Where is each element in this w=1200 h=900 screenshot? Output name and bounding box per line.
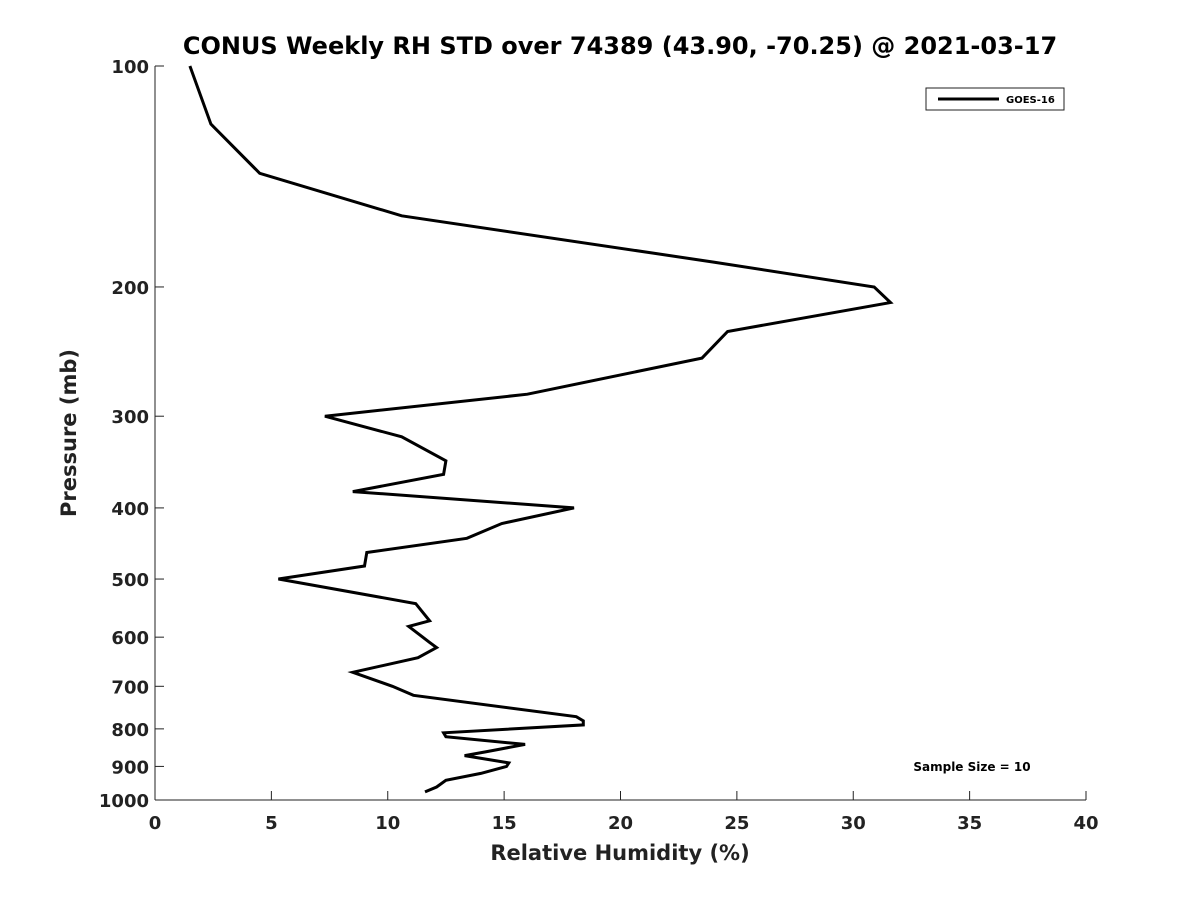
- data-point: [400, 214, 403, 217]
- series-points: [188, 65, 892, 794]
- data-point: [277, 578, 280, 581]
- y-tick-label: 600: [111, 628, 149, 649]
- data-point: [351, 490, 354, 493]
- plot-area: 0 5 10 15 20 25 30 35 40 100 200 300 400 500 600 700 80…: [99, 57, 1099, 834]
- series-line-goes-16: [188, 65, 894, 794]
- x-tick-label: 10: [375, 813, 400, 834]
- sample-size-annotation: Sample Size = 10: [913, 760, 1030, 774]
- data-point: [726, 330, 729, 333]
- x-tick-label: 20: [608, 813, 633, 834]
- data-point: [524, 743, 527, 746]
- data-point: [188, 65, 191, 68]
- y-tick-label: 1000: [99, 791, 149, 812]
- data-point: [428, 641, 431, 644]
- data-point: [209, 123, 212, 126]
- data-point: [423, 790, 426, 793]
- data-point: [889, 301, 892, 304]
- y-tick-label: 400: [111, 499, 149, 520]
- data-point: [351, 671, 354, 674]
- legend: GOES-16: [925, 87, 1065, 111]
- data-point: [323, 415, 326, 418]
- data-point: [500, 522, 503, 525]
- data-point: [526, 393, 529, 396]
- data-point: [700, 357, 703, 360]
- data-point: [414, 602, 417, 605]
- x-tick-label: 0: [149, 813, 162, 834]
- data-point: [442, 731, 445, 734]
- data-point: [582, 719, 585, 722]
- x-tick-label: 15: [492, 813, 517, 834]
- data-point: [507, 761, 510, 764]
- x-tick-label: 5: [265, 813, 278, 834]
- data-point: [412, 694, 415, 697]
- y-tick-label: 700: [111, 677, 149, 698]
- data-point: [572, 506, 575, 509]
- y-tick-label: 300: [111, 407, 149, 428]
- x-tick-label: 30: [841, 813, 866, 834]
- data-point: [365, 551, 368, 554]
- data-point: [400, 435, 403, 438]
- y-axis-label: Pressure (mb): [57, 349, 81, 517]
- data-point: [442, 473, 445, 476]
- data-point: [712, 261, 715, 264]
- data-point: [363, 565, 366, 568]
- data-point: [444, 779, 447, 782]
- y-tick-label: 900: [111, 757, 149, 778]
- x-ticks: 0 5 10 15 20 25 30 35 40: [149, 791, 1099, 834]
- x-axis-label: Relative Humidity (%): [490, 841, 749, 865]
- y-tick-label: 100: [111, 57, 149, 78]
- data-point: [465, 537, 468, 540]
- data-point: [407, 625, 410, 628]
- data-point: [484, 750, 487, 753]
- data-point: [575, 715, 578, 718]
- data-point: [435, 646, 438, 649]
- data-point: [582, 723, 585, 726]
- chart-title: CONUS Weekly RH STD over 74389 (43.90, -…: [183, 32, 1057, 60]
- data-point: [505, 765, 508, 768]
- data-point: [417, 656, 420, 659]
- x-tick-label: 25: [724, 813, 749, 834]
- x-tick-label: 35: [957, 813, 982, 834]
- y-tick-label: 500: [111, 570, 149, 591]
- data-point: [444, 735, 447, 738]
- data-point: [391, 685, 394, 688]
- data-point: [444, 459, 447, 462]
- legend-label-goes-16: GOES-16: [1006, 95, 1055, 106]
- data-point: [435, 785, 438, 788]
- data-point: [258, 172, 261, 175]
- y-tick-label: 800: [111, 720, 149, 741]
- x-tick-label: 40: [1073, 813, 1098, 834]
- data-point: [463, 754, 466, 757]
- y-tick-label: 200: [111, 278, 149, 299]
- y-ticks: 100 200 300 400 500 600 700 800 900 1000: [99, 57, 164, 812]
- data-point: [873, 285, 876, 288]
- data-point: [479, 772, 482, 775]
- data-point: [428, 619, 431, 622]
